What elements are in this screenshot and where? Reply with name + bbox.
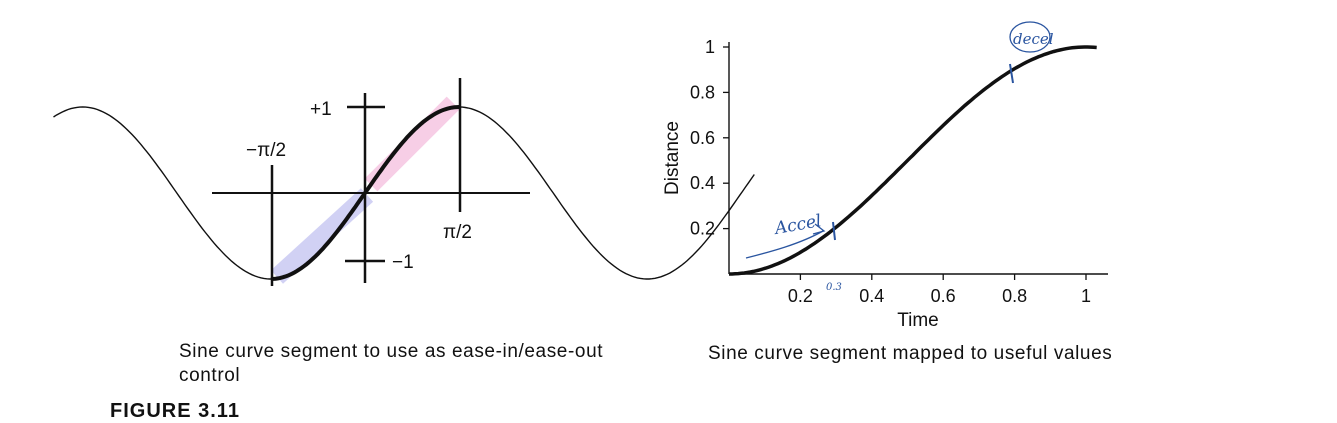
plus-one-label: +1	[310, 99, 332, 120]
y-tick-label: 0.2	[690, 219, 715, 239]
y-tick-label: 0.4	[690, 173, 715, 193]
y-axis-label: Distance	[662, 121, 683, 195]
x-tick-label: 1	[1081, 286, 1091, 306]
ease-out-band	[364, 96, 460, 192]
right-caption: Sine curve segment mapped to useful valu…	[708, 343, 1113, 364]
figure: +1 −1 −π/2 π/2 0.2 0.4 0.6 0.8 1 0.20.40.60.…	[53, 21, 1108, 331]
accel-annotation: Accel 0.3	[745, 211, 842, 293]
y-tick-label: 1	[705, 37, 715, 57]
decel-circle	[1009, 21, 1051, 53]
y-tick-label: 0.8	[690, 82, 715, 102]
decel-text: decel	[1013, 30, 1054, 48]
y-tick-label: 0.6	[690, 128, 715, 148]
x-axis-label: Time	[897, 310, 939, 331]
decel-mark	[1009, 63, 1014, 84]
x-tick-label: 0.2	[788, 286, 813, 306]
x-ticks: 0.2 0.4 0.6 0.8 1	[788, 274, 1091, 306]
left-caption: Sine curve segment to use as ease-in/eas…	[179, 341, 604, 386]
x-tick-label: 0.6	[931, 286, 956, 306]
accel-arrow	[745, 230, 824, 259]
decel-annotation: decel	[1009, 21, 1054, 84]
pos-half-pi-label: π/2	[443, 222, 472, 243]
ease-in-band	[270, 188, 374, 284]
minus-one-label: −1	[392, 252, 414, 273]
mapped-sine-curve	[729, 45, 1097, 276]
y-ticks: 0.2 0.4 0.6 0.8 1	[690, 37, 729, 239]
accel-mark	[832, 221, 836, 241]
accel-arrowhead	[812, 223, 826, 235]
x-tick-label: 0.4	[859, 286, 884, 306]
left-sine-diagram: +1 −1 −π/2 π/2	[53, 78, 755, 286]
x-tick-label: 0.8	[1002, 286, 1027, 306]
neg-half-pi-label: −π/2	[246, 140, 286, 161]
accel-value: 0.3	[826, 282, 842, 293]
right-mapped-chart: 0.2 0.4 0.6 0.8 1 0.2 0.4 0.6 0.8 1 Time Distanc…	[662, 21, 1108, 331]
